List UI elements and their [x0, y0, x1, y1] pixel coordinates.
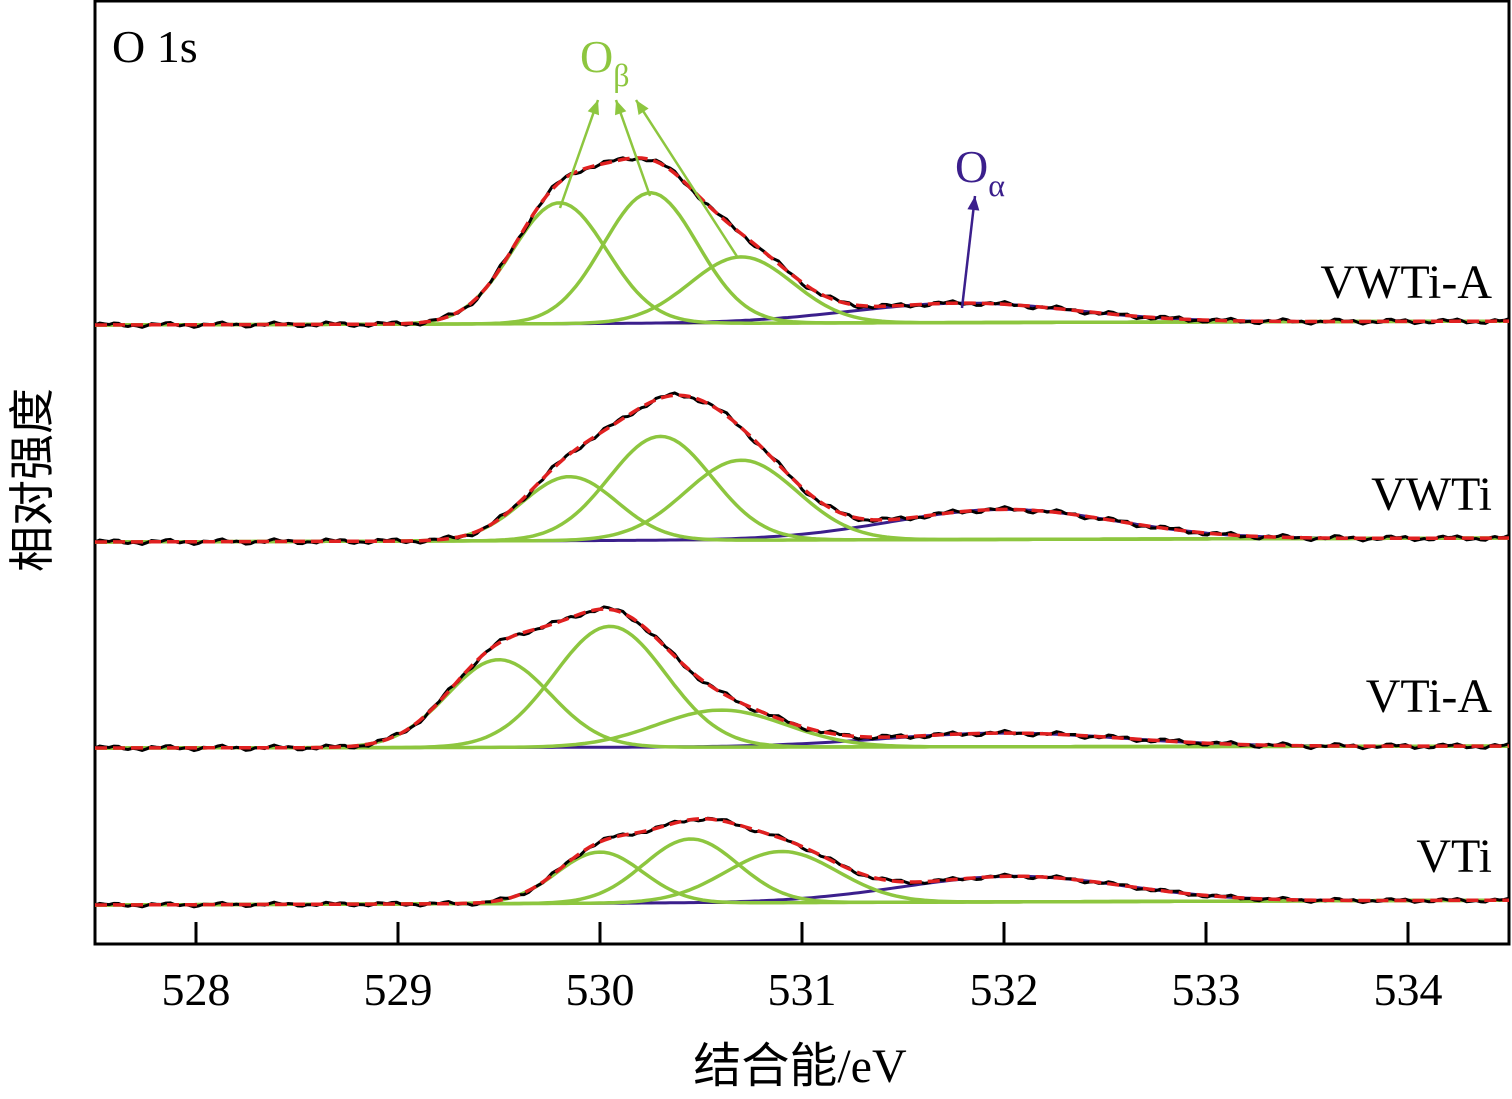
raw-data-line	[94, 605, 1510, 753]
spectrum-vti	[94, 816, 1510, 909]
sample-label-vwti-a: VWTi-A	[1320, 256, 1492, 309]
spectrum-vwti-a	[94, 156, 1510, 329]
sample-labels: VWTi-A VWTi VTi-A VTi	[1320, 256, 1492, 883]
fit-envelope-line	[95, 156, 1509, 327]
chart-title: O 1s	[112, 21, 198, 72]
spectrum-vwti	[94, 391, 1510, 546]
sample-label-vwti: VWTi	[1371, 468, 1492, 521]
o-beta-arrow-3-head	[636, 100, 649, 116]
o-beta-label: Oβ	[580, 31, 630, 93]
o-beta-component-1	[95, 474, 1509, 544]
o-beta-arrow-2-head	[615, 100, 627, 116]
o-beta-arrow-1-head	[587, 100, 600, 116]
sample-label-vti: VTi	[1416, 830, 1492, 883]
raw-data-line	[94, 391, 1510, 546]
fit-envelope-line	[95, 817, 1509, 907]
fit-envelope-line	[95, 393, 1509, 544]
o-beta-component-1	[95, 201, 1509, 327]
o-beta-component-3	[95, 458, 1509, 544]
o-beta-component-1	[95, 657, 1510, 750]
sample-label-vti-a: VTi-A	[1366, 670, 1493, 723]
o-beta-arrow-1-shaft	[558, 99, 600, 209]
y-axis-label: 相对强度	[5, 388, 59, 572]
x-axis-label: 结合能/eV	[693, 1040, 907, 1093]
o-beta-component-2	[95, 191, 1509, 327]
x-tick-label-531: 531	[768, 964, 837, 1015]
o-alpha-arrow-shaft	[960, 195, 977, 309]
x-tick-label-534: 534	[1374, 964, 1443, 1015]
x-tick-label-529: 529	[364, 964, 433, 1015]
plot-frame	[93, 0, 1511, 946]
fit-envelope-line	[95, 607, 1510, 750]
x-tick-label-528: 528	[162, 964, 231, 1015]
o-beta-arrow-2-shaft	[614, 99, 652, 197]
x-tick-label-532: 532	[970, 964, 1039, 1015]
x-tick-label-533: 533	[1172, 964, 1241, 1015]
spectra-group	[94, 156, 1510, 909]
raw-data-line	[94, 816, 1510, 909]
spectrum-vti-a	[94, 605, 1510, 753]
o-beta-arrow-3-shaft	[634, 99, 740, 259]
x-axis-ticks: 528 529 530 531 532 533 534	[162, 922, 1443, 1015]
o-alpha-label: Oα	[955, 141, 1005, 203]
x-tick-label-530: 530	[566, 964, 635, 1015]
o-alpha-arrow-head	[967, 196, 980, 211]
raw-data-line	[94, 156, 1510, 329]
annotation-arrows	[558, 99, 980, 309]
